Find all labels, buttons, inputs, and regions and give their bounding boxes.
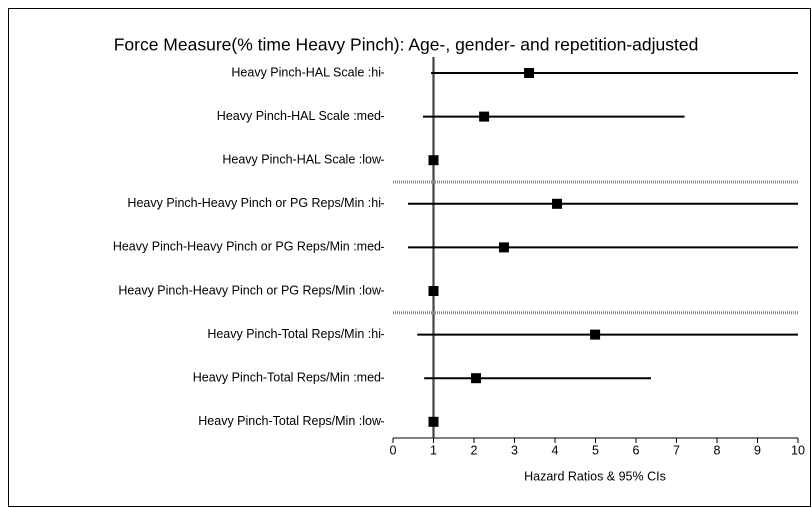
point-estimate — [471, 373, 482, 384]
x-tick-label: 9 — [754, 443, 761, 457]
point-estimate — [498, 242, 509, 253]
x-tick-label: 10 — [791, 443, 805, 457]
point-estimate — [428, 286, 439, 296]
y-tick-label: Heavy Pinch-Heavy Pinch or PG Reps/Min :… — [118, 283, 382, 297]
y-tick-label: Heavy Pinch-Total Reps/Min :med — [193, 370, 381, 384]
point-estimate — [479, 111, 490, 122]
point-estimate — [552, 198, 563, 209]
y-tick-label: Heavy Pinch-Total Reps/Min :hi — [207, 327, 381, 341]
point-estimate — [428, 416, 439, 427]
point-estimate — [524, 68, 535, 78]
x-tick-label: 0 — [390, 443, 397, 457]
x-tick-label: 6 — [633, 443, 640, 457]
x-tick-label: 8 — [714, 443, 721, 457]
y-tick-label: Heavy Pinch-Total Reps/Min :low — [198, 414, 382, 428]
chart-title: Force Measure(% time Heavy Pinch): Age-,… — [114, 35, 699, 55]
x-axis-label: Hazard Ratios & 95% CIs — [524, 469, 666, 483]
x-tick-label: 4 — [552, 443, 559, 457]
y-tick-label: Heavy Pinch-HAL Scale :hi — [231, 65, 381, 79]
x-tick-label: 7 — [673, 443, 680, 457]
y-tick-label: Heavy Pinch-Heavy Pinch or PG Reps/Min :… — [127, 196, 381, 210]
frame — [8, 8, 811, 507]
point-estimate — [428, 155, 439, 166]
point-estimate — [590, 329, 601, 340]
x-tick-label: 2 — [471, 443, 478, 457]
x-tick-label: 5 — [592, 443, 599, 457]
y-tick-label: Heavy Pinch-HAL Scale :low — [222, 152, 382, 166]
y-tick-label: Heavy Pinch-Heavy Pinch or PG Reps/Min :… — [113, 240, 381, 254]
y-tick-label: Heavy Pinch-HAL Scale :med — [217, 109, 381, 123]
x-tick-label: 1 — [430, 443, 437, 457]
x-tick-label: 3 — [511, 443, 518, 457]
